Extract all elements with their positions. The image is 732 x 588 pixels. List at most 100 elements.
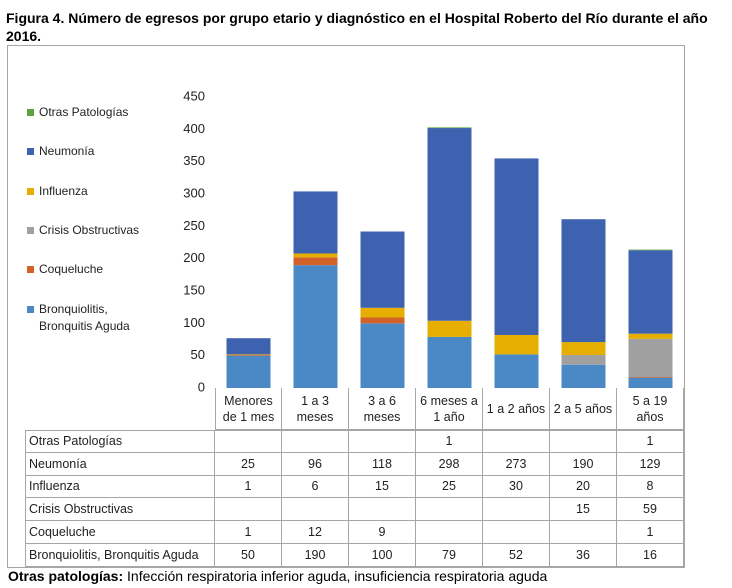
- table-value: [349, 498, 416, 522]
- table-value: 12: [282, 521, 349, 544]
- chart-title: Figura 4. Número de egresos por grupo et…: [6, 10, 708, 44]
- table-value: 190: [282, 544, 349, 567]
- bar-segment: [628, 338, 673, 378]
- table-value: 50: [215, 544, 282, 567]
- legend-swatch: [27, 226, 34, 234]
- category-label: 5 a 19 años: [617, 388, 684, 430]
- category-label: 1 a 2 años: [483, 388, 550, 430]
- bar-segment: [561, 219, 606, 343]
- table-value: [215, 498, 282, 522]
- bar-segment: [360, 231, 405, 308]
- legend-swatch: [27, 305, 34, 313]
- table-value: 36: [550, 544, 617, 567]
- legend-label: Otras Patologías: [39, 105, 129, 119]
- bar-segment: [293, 265, 338, 388]
- table-value: [282, 498, 349, 522]
- category-label: 1 a 3 meses: [282, 388, 349, 430]
- chart-frame: [7, 45, 685, 568]
- row-label: Crisis Obstructivas: [25, 498, 215, 522]
- bar-segment: [628, 333, 673, 339]
- table-value: [550, 430, 617, 453]
- bar-segment: [226, 354, 271, 356]
- y-tick-label: 150: [183, 282, 205, 297]
- table-value: 59: [617, 498, 684, 522]
- table-value: 1: [215, 521, 282, 544]
- bar-segment: [226, 338, 271, 355]
- bar-segment: [293, 191, 338, 254]
- row-label: Otras Patologías: [25, 430, 215, 453]
- bar-segment: [427, 128, 472, 321]
- row-label: Bronquiolitis, Bronquitis Aguda: [25, 544, 215, 567]
- bar-segment: [494, 334, 539, 355]
- bar-segment: [494, 158, 539, 335]
- bar-segment: [226, 355, 271, 388]
- table-value: 1: [416, 430, 483, 453]
- table-value: 9: [349, 521, 416, 544]
- note: Otras patologías: Infección respiratoria…: [8, 568, 547, 584]
- table-value: 1: [617, 430, 684, 453]
- table-value: [215, 430, 282, 453]
- bar-segment: [226, 355, 271, 356]
- row-label: Neumonía: [25, 452, 215, 476]
- bar-segment: [628, 250, 673, 334]
- bar-segment: [427, 320, 472, 337]
- bar-segment: [628, 377, 673, 388]
- note-label: Otras patologías:: [8, 568, 124, 584]
- bar-segment: [293, 253, 338, 258]
- legend-swatch: [27, 266, 34, 274]
- table-value: 118: [349, 452, 416, 476]
- table-value: [416, 521, 483, 544]
- category-label: Menores de 1 mes: [215, 388, 282, 430]
- note-text: Infección respiratoria inferior aguda, i…: [127, 568, 548, 584]
- bar-segment: [293, 257, 338, 266]
- table-value: 100: [349, 544, 416, 567]
- bar-segment: [561, 342, 606, 356]
- bar-segment: [494, 354, 539, 388]
- table-value: 1: [617, 521, 684, 544]
- table-value: [483, 498, 550, 522]
- table-value: 25: [416, 475, 483, 499]
- table-value: 273: [483, 452, 550, 476]
- table-value: 15: [349, 475, 416, 499]
- legend-swatch: [27, 187, 34, 195]
- bar-segment: [360, 317, 405, 324]
- y-tick-label: 100: [183, 315, 205, 330]
- bar-segment: [628, 377, 673, 378]
- table-value: 129: [617, 452, 684, 476]
- y-tick-label: 250: [183, 218, 205, 233]
- bar-segment: [561, 364, 606, 388]
- legend-swatch: [27, 109, 34, 116]
- category-label: 2 a 5 años: [550, 388, 617, 430]
- table-value: 20: [550, 475, 617, 499]
- y-tick-label: 200: [183, 250, 205, 265]
- row-label: Coqueluche: [25, 521, 215, 544]
- bar-segment: [427, 127, 472, 129]
- table-value: 190: [550, 452, 617, 476]
- y-tick-label: 0: [198, 379, 205, 394]
- table-value: 52: [483, 544, 550, 567]
- y-tick-label: 450: [183, 88, 205, 103]
- bar-segment: [561, 355, 606, 365]
- bar-segment: [628, 249, 673, 251]
- y-tick-label: 300: [183, 185, 205, 200]
- y-tick-label: 50: [191, 347, 205, 362]
- legend-label: Bronquiolitis, Bronquitis Aguda: [39, 301, 130, 333]
- bar-segment: [427, 336, 472, 388]
- legend-label: Influenza: [39, 183, 88, 198]
- table-value: 25: [215, 452, 282, 476]
- legend-label: Crisis Obstructivas: [39, 222, 140, 237]
- legend-swatch: [27, 148, 34, 156]
- row-label: Influenza: [25, 475, 215, 499]
- table-value: [349, 430, 416, 453]
- table-value: 79: [416, 544, 483, 567]
- table-value: 16: [617, 544, 684, 567]
- category-label: 3 a 6 meses: [349, 388, 416, 430]
- table-value: [483, 430, 550, 453]
- table-value: 6: [282, 475, 349, 499]
- table-value: 1: [215, 475, 282, 499]
- table-value: 30: [483, 475, 550, 499]
- bar-segment: [360, 323, 405, 388]
- legend-label: Neumonía: [39, 144, 95, 159]
